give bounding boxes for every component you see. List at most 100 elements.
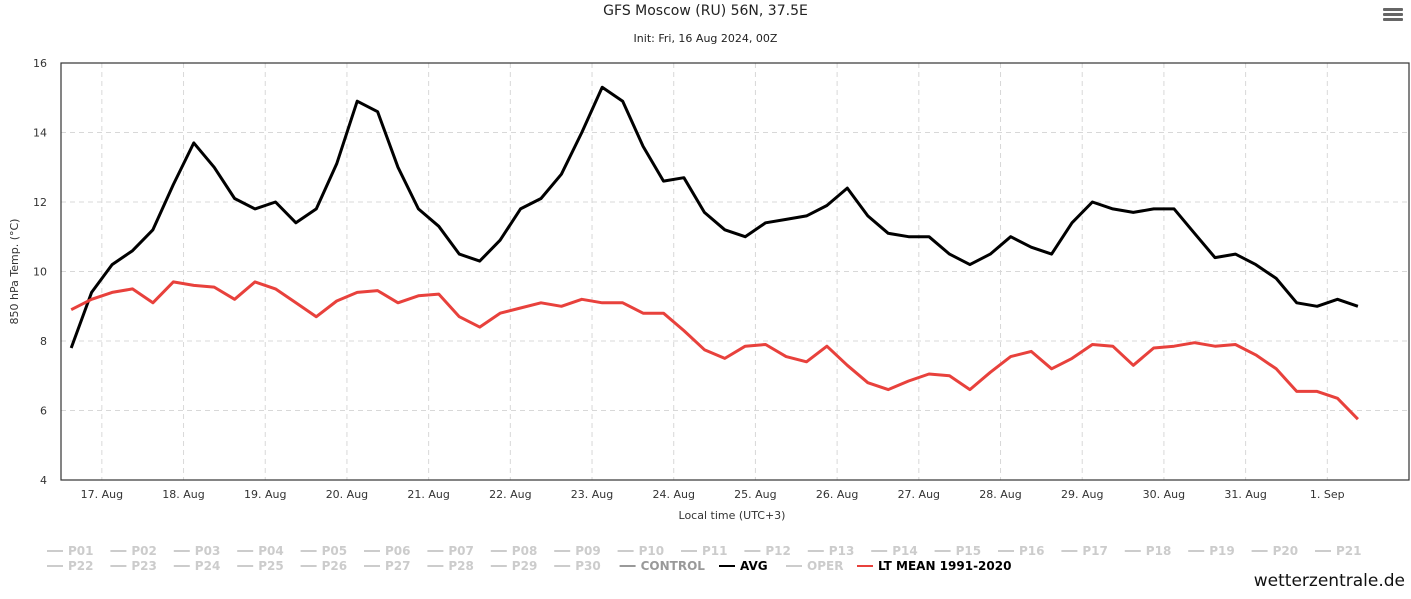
legend-item-p10[interactable]: P10 <box>617 544 665 558</box>
y-tick-label: 10 <box>33 266 47 279</box>
y-tick-label: 8 <box>40 335 47 348</box>
legend-label: P16 <box>1019 544 1045 558</box>
legend-item-p18[interactable]: P18 <box>1124 544 1172 558</box>
legend-item-lt-mean[interactable]: LT MEAN 1991-2020 <box>857 559 1011 573</box>
x-tick-label: 30. Aug <box>1143 488 1185 501</box>
legend-item-p26[interactable]: P26 <box>300 559 348 573</box>
legend-label: P19 <box>1209 544 1235 558</box>
grid-lines <box>61 63 1409 480</box>
legend-label: P13 <box>829 544 855 558</box>
legend-item-p14[interactable]: P14 <box>871 544 918 558</box>
x-tick-label: 22. Aug <box>489 488 531 501</box>
legend-item-p03[interactable]: P03 <box>173 544 221 558</box>
legend-item-p25[interactable]: P25 <box>237 559 284 573</box>
legend-item-p23[interactable]: P23 <box>110 559 157 573</box>
legend-item-p13[interactable]: P13 <box>807 544 855 558</box>
legend-item-p08[interactable]: P08 <box>490 544 538 558</box>
legend-label: P22 <box>68 559 94 573</box>
legend-item-control[interactable]: CONTROL <box>619 559 706 573</box>
x-tick-label: 20. Aug <box>326 488 368 501</box>
x-tick-label: 29. Aug <box>1061 488 1103 501</box>
legend-label: P20 <box>1273 544 1299 558</box>
x-tick-label: 31. Aug <box>1224 488 1266 501</box>
legend-item-p01[interactable]: P01 <box>47 544 94 558</box>
legend-item-p29[interactable]: P29 <box>490 559 538 573</box>
legend-label: P25 <box>258 559 284 573</box>
legend-label: P23 <box>131 559 157 573</box>
legend-item-p15[interactable]: P15 <box>934 544 982 558</box>
legend-label: CONTROL <box>641 559 706 573</box>
legend-label: P03 <box>195 544 221 558</box>
legend-item-p21[interactable]: P21 <box>1315 544 1362 558</box>
legend-item-p11[interactable]: P11 <box>681 544 728 558</box>
legend-item-oper[interactable]: OPER <box>786 559 843 573</box>
x-tick-label: 25. Aug <box>734 488 776 501</box>
x-tick-label: 21. Aug <box>407 488 449 501</box>
legend-label: OPER <box>807 559 843 573</box>
legend-item-p20[interactable]: P20 <box>1251 544 1299 558</box>
legend-label: P28 <box>448 559 474 573</box>
legend-item-p09[interactable]: P09 <box>554 544 601 558</box>
chart-title: GFS Moscow (RU) 56N, 37.5E <box>603 3 808 19</box>
chart-subtitle: Init: Fri, 16 Aug 2024, 00Z <box>633 32 778 45</box>
y-tick-label: 6 <box>40 405 47 418</box>
x-tick-label: 28. Aug <box>979 488 1021 501</box>
legend: P01 P02 P03 P04 P05 P06 P07 P08 P09 P10 P11 P12 P13 P… <box>47 544 1362 573</box>
legend-item-p27[interactable]: P27 <box>364 559 411 573</box>
legend-item-p05[interactable]: P05 <box>300 544 348 558</box>
x-tick-label: 24. Aug <box>652 488 694 501</box>
legend-label: P24 <box>195 559 221 573</box>
legend-label: P06 <box>385 544 411 558</box>
legend-label: P09 <box>575 544 601 558</box>
legend-label: P08 <box>512 544 538 558</box>
legend-label: P10 <box>639 544 665 558</box>
x-tick-label: 23. Aug <box>571 488 613 501</box>
legend-label: P29 <box>512 559 538 573</box>
legend-label: P05 <box>322 544 348 558</box>
legend-item-p17[interactable]: P17 <box>1061 544 1108 558</box>
axes: 4 6 8 10 12 14 16 17. Aug 18. Aug 19. Aug 20. Aug 2… <box>8 57 1410 522</box>
legend-item-avg[interactable]: AVG <box>719 559 768 573</box>
legend-item-p24[interactable]: P24 <box>173 559 221 573</box>
y-axis-title: 850 hPa Temp. (°C) <box>8 219 21 325</box>
hamburger-menu-icon[interactable] <box>1383 8 1403 24</box>
legend-item-p22[interactable]: P22 <box>47 559 94 573</box>
legend-item-p02[interactable]: P02 <box>110 544 157 558</box>
series-line-lt-mean <box>70 280 1359 421</box>
legend-item-p16[interactable]: P16 <box>998 544 1045 558</box>
legend-label: P04 <box>258 544 284 558</box>
legend-label: P30 <box>575 559 601 573</box>
legend-label: P14 <box>892 544 918 558</box>
x-axis-title: Local time (UTC+3) <box>679 509 786 522</box>
x-tick-label: 1. Sep <box>1310 488 1345 501</box>
legend-label: AVG <box>740 559 768 573</box>
y-tick-label: 4 <box>40 474 47 487</box>
legend-item-p19[interactable]: P19 <box>1188 544 1235 558</box>
legend-label: P27 <box>385 559 411 573</box>
legend-item-p30[interactable]: P30 <box>554 559 601 573</box>
legend-label: P07 <box>448 544 474 558</box>
legend-label: P21 <box>1336 544 1362 558</box>
x-tick-label: 27. Aug <box>898 488 940 501</box>
series-lines <box>69 85 1359 421</box>
legend-label: P15 <box>956 544 982 558</box>
x-tick-label: 17. Aug <box>81 488 123 501</box>
y-tick-label: 14 <box>33 127 47 140</box>
legend-label: P01 <box>68 544 94 558</box>
plot-frame <box>60 62 1410 481</box>
legend-label: LT MEAN 1991-2020 <box>878 559 1011 573</box>
y-tick-label: 12 <box>33 196 47 209</box>
y-tick-label: 16 <box>33 57 47 70</box>
legend-label: P26 <box>322 559 348 573</box>
legend-item-p07[interactable]: P07 <box>427 544 474 558</box>
legend-item-p04[interactable]: P04 <box>237 544 284 558</box>
legend-label: P02 <box>131 544 157 558</box>
legend-item-p12[interactable]: P12 <box>744 544 791 558</box>
watermark-text: wetterzentrale.de <box>1253 571 1405 591</box>
legend-item-p06[interactable]: P06 <box>364 544 411 558</box>
legend-item-p28[interactable]: P28 <box>427 559 474 573</box>
legend-label: P17 <box>1082 544 1108 558</box>
series-line-avg <box>69 85 1359 349</box>
legend-label: P18 <box>1146 544 1172 558</box>
